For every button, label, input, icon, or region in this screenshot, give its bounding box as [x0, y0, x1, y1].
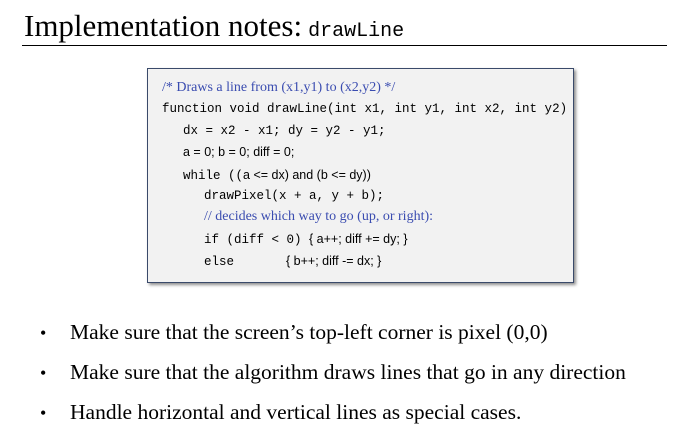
code-init-vars: a = 0; b = 0; diff = 0;	[183, 145, 295, 159]
code-if-keyword: if (diff < 0)	[204, 233, 310, 247]
code-function-signature: function void drawLine(int x1, int y1, i…	[162, 102, 568, 116]
code-while-condition: a <= dx) and (b <= dy))	[243, 168, 371, 182]
code-if-body: { a++; diff += dy; }	[309, 232, 408, 246]
bullet-text: Make sure that the algorithm draws lines…	[70, 360, 626, 384]
code-else-body: { b++; diff -= dx; }	[286, 254, 382, 268]
code-while-loop: while ((a <= dx) and (b <= dy))	[183, 167, 371, 184]
title-code: drawLine	[308, 20, 405, 43]
bullet-dot: •	[40, 403, 47, 423]
code-block: /* Draws a line from (x1,y1) to (x2,y2) …	[147, 68, 574, 283]
bullet-dot: •	[40, 363, 47, 383]
code-comment-decision: // decides which way to go (up, or right…	[204, 209, 434, 224]
code-comment-header: /* Draws a line from (x1,y1) to (x2,y2) …	[162, 80, 396, 95]
page-title: Implementation notes: drawLine	[24, 6, 404, 52]
list-item: • Make sure that the screen’s top-left co…	[40, 319, 548, 346]
title-divider	[22, 45, 667, 46]
code-else-keyword: else	[204, 255, 235, 269]
title-text: Implementation notes:	[24, 8, 303, 43]
list-item: • Handle horizontal and vertical lines as…	[40, 399, 521, 426]
list-item: • Make sure that the algorithm draws line…	[40, 359, 626, 386]
bullet-text: Make sure that the screen’s top-left cor…	[70, 320, 548, 344]
code-if-branch: if (diff < 0) { a++; diff += dy; }	[204, 231, 408, 248]
code-draw-pixel: drawPixel(x + a, y + b);	[204, 189, 385, 203]
code-dx-dy-assign: dx = x2 - x1; dy = y2 - y1;	[183, 124, 386, 138]
code-while-keyword: while ((	[183, 169, 244, 183]
bullet-text: Handle horizontal and vertical lines as …	[70, 400, 522, 424]
code-else-branch: else { b++; diff -= dx; }	[204, 253, 381, 270]
bullet-dot: •	[40, 323, 47, 343]
